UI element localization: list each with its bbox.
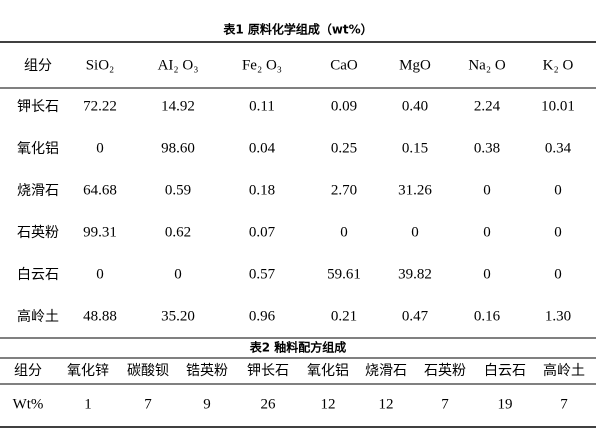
cell: 14.92	[161, 98, 195, 114]
cell: 7	[441, 396, 449, 412]
header-cell: 高岭土	[543, 362, 585, 379]
cell: 72.22	[83, 98, 117, 114]
cell: 0	[96, 266, 104, 282]
cell: 10.01	[541, 98, 575, 114]
header-cell: 氧化锌	[67, 363, 109, 379]
cell: 0.34	[545, 140, 572, 156]
cell: 0.16	[474, 308, 501, 324]
cell: 氧化铝	[17, 141, 59, 157]
header-cell: Na₂ O	[468, 57, 505, 73]
cell: 0.07	[249, 224, 276, 240]
header-cell: 烧滑石	[365, 362, 407, 379]
header-cell: Fe₂ O₃	[242, 57, 282, 73]
cell: 高岭土	[17, 308, 59, 325]
cell: 19	[498, 396, 513, 412]
header-cell: 组分	[14, 363, 42, 379]
cell: 7	[560, 396, 568, 412]
cell: 0.62	[165, 224, 191, 240]
cell: 35.20	[161, 308, 195, 324]
cell: 99.31	[83, 224, 117, 240]
cell: 9	[203, 396, 211, 412]
header-cell: 钾长石	[247, 363, 289, 379]
cell: 0	[96, 140, 104, 156]
cell: 0	[483, 224, 491, 240]
header-cell: CaO	[330, 57, 358, 73]
cell: 64.68	[83, 182, 117, 198]
cell: 0.40	[402, 98, 428, 114]
cell: 0	[483, 182, 491, 198]
cell: 0	[411, 224, 419, 240]
header-cell: 石英粉	[424, 362, 466, 379]
header-cell: K₂ O	[543, 57, 574, 73]
cell: 0.96	[249, 308, 276, 324]
cell: 0.11	[249, 98, 275, 114]
cell: 0	[483, 266, 491, 282]
cell: 1	[84, 396, 92, 412]
cell: 白云石	[17, 267, 59, 283]
header-cell: 锆英粉	[186, 362, 228, 379]
cell: 0	[554, 266, 562, 282]
cell: 12	[321, 396, 336, 412]
header-cell: 碳酸钡	[127, 363, 169, 379]
header-cell: MgO	[399, 57, 431, 73]
cell: 0.18	[249, 182, 275, 198]
cell: 0.09	[331, 98, 357, 114]
table2-title: 表2 釉料配方组成	[249, 340, 347, 355]
cell: 98.60	[161, 140, 195, 156]
cell: 59.61	[327, 266, 361, 282]
cell: 0.21	[331, 308, 357, 324]
cell: 7	[144, 396, 152, 412]
header-cell: 氧化铝	[307, 363, 349, 379]
cell: 烧滑石	[17, 182, 59, 199]
cell: 0.47	[402, 308, 429, 324]
cell: 0.59	[165, 182, 191, 198]
cell: 12	[379, 396, 394, 412]
cell: 0	[554, 224, 562, 240]
cell: 0.38	[474, 140, 500, 156]
cell: 31.26	[398, 182, 432, 198]
table1-title: 表1 原料化学组成（wt%）	[222, 22, 372, 37]
cell: 0.15	[402, 140, 428, 156]
header-cell: AI₂ O₃	[158, 57, 199, 73]
cell: Wt%	[13, 396, 44, 412]
cell: 2.24	[474, 98, 501, 114]
cell: 0	[554, 182, 562, 198]
cell: 2.70	[331, 182, 357, 198]
cell: 0	[174, 266, 182, 282]
cell: 钾长石	[17, 99, 59, 115]
header-cell: SiO₂	[86, 57, 115, 73]
header-cell: 白云石	[484, 363, 526, 379]
cell: 0.57	[249, 266, 276, 282]
cell: 39.82	[398, 266, 432, 282]
cell: 0	[340, 224, 348, 240]
cell: 48.88	[83, 308, 117, 324]
cell: 石英粉	[17, 224, 59, 241]
cell: 26	[261, 396, 277, 412]
cell: 1.30	[545, 308, 571, 324]
cell: 0.04	[249, 140, 276, 156]
cell: 0.25	[331, 140, 357, 156]
header-cell: 组分	[24, 58, 52, 74]
